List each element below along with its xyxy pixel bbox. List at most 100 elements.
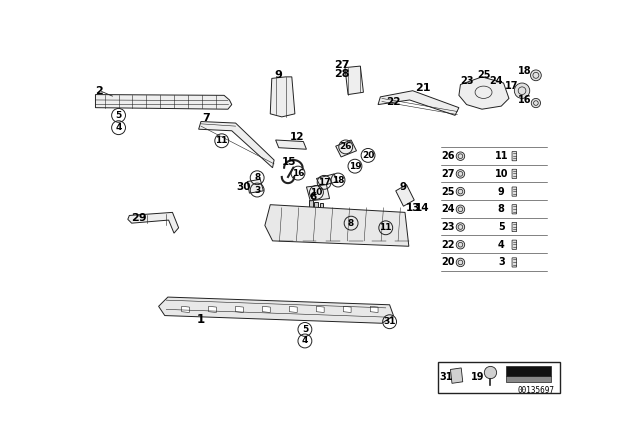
- Bar: [506, 366, 550, 375]
- Polygon shape: [182, 306, 189, 313]
- Polygon shape: [128, 212, 179, 233]
- Text: 20: 20: [362, 151, 374, 160]
- Text: 3: 3: [498, 258, 504, 267]
- Bar: [506, 375, 550, 382]
- Polygon shape: [396, 185, 414, 206]
- Polygon shape: [247, 179, 263, 193]
- Text: 26: 26: [442, 151, 455, 161]
- Polygon shape: [236, 306, 243, 313]
- Text: 14: 14: [415, 203, 429, 213]
- Text: 1: 1: [197, 313, 205, 326]
- Text: 16: 16: [518, 95, 531, 105]
- Text: 10: 10: [495, 169, 508, 179]
- Text: 23: 23: [460, 77, 474, 86]
- FancyBboxPatch shape: [512, 205, 516, 214]
- Text: 4: 4: [115, 123, 122, 132]
- Bar: [438, 362, 560, 392]
- Text: 8: 8: [348, 219, 354, 228]
- Text: 4: 4: [301, 336, 308, 345]
- FancyBboxPatch shape: [512, 187, 516, 196]
- Polygon shape: [371, 306, 378, 313]
- Polygon shape: [378, 91, 459, 116]
- Text: 7: 7: [202, 113, 210, 124]
- Text: 9: 9: [400, 182, 407, 192]
- Polygon shape: [319, 203, 323, 220]
- Text: 8: 8: [498, 204, 505, 214]
- Text: 13: 13: [406, 203, 420, 213]
- Text: 25: 25: [442, 186, 455, 197]
- Text: 28: 28: [334, 69, 349, 79]
- Text: 18: 18: [332, 176, 344, 185]
- Text: 00135697: 00135697: [517, 386, 554, 395]
- Text: 23: 23: [442, 222, 455, 232]
- Polygon shape: [276, 140, 307, 149]
- FancyBboxPatch shape: [512, 222, 516, 232]
- Text: 31: 31: [383, 317, 396, 326]
- Polygon shape: [316, 174, 337, 186]
- Polygon shape: [262, 306, 270, 313]
- Polygon shape: [307, 185, 330, 201]
- Text: 17: 17: [504, 81, 518, 91]
- Circle shape: [484, 366, 497, 379]
- Text: 11: 11: [380, 223, 392, 232]
- Circle shape: [456, 205, 465, 214]
- Text: 6: 6: [309, 192, 316, 202]
- Text: 3: 3: [254, 185, 260, 194]
- Text: 20: 20: [442, 258, 455, 267]
- Text: 30: 30: [236, 182, 250, 192]
- Polygon shape: [344, 306, 351, 313]
- Text: 9: 9: [498, 186, 504, 197]
- Text: 22: 22: [442, 240, 455, 250]
- Text: 2: 2: [95, 86, 102, 96]
- Circle shape: [456, 223, 465, 231]
- Text: 11: 11: [495, 151, 508, 161]
- Text: 27: 27: [334, 60, 349, 69]
- Text: 11: 11: [216, 136, 228, 145]
- FancyBboxPatch shape: [512, 258, 516, 267]
- Text: 5: 5: [115, 111, 122, 120]
- Circle shape: [456, 152, 465, 160]
- Polygon shape: [289, 306, 297, 313]
- Text: 24: 24: [489, 77, 502, 86]
- Polygon shape: [270, 77, 295, 117]
- Text: 24: 24: [442, 204, 455, 214]
- Text: 9: 9: [274, 70, 282, 80]
- Text: 16: 16: [292, 168, 304, 177]
- Text: 27: 27: [442, 169, 455, 179]
- Text: 4: 4: [498, 240, 504, 250]
- Text: 12: 12: [290, 132, 305, 142]
- Polygon shape: [265, 205, 409, 246]
- Text: 21: 21: [415, 83, 431, 94]
- Circle shape: [456, 187, 465, 196]
- Circle shape: [456, 258, 465, 267]
- Circle shape: [456, 170, 465, 178]
- Text: 15: 15: [282, 157, 297, 168]
- Polygon shape: [159, 297, 394, 323]
- Circle shape: [515, 83, 530, 99]
- Polygon shape: [209, 306, 216, 313]
- Text: 29: 29: [132, 213, 147, 223]
- Text: 10: 10: [310, 188, 323, 197]
- Text: 5: 5: [302, 325, 308, 334]
- FancyBboxPatch shape: [512, 151, 516, 161]
- Text: 19: 19: [349, 162, 361, 171]
- Text: 18: 18: [518, 66, 531, 76]
- Polygon shape: [95, 95, 232, 109]
- Circle shape: [531, 70, 541, 81]
- Text: 26: 26: [339, 142, 352, 151]
- Polygon shape: [198, 121, 274, 168]
- FancyBboxPatch shape: [512, 169, 516, 178]
- Text: 31: 31: [439, 372, 452, 382]
- Polygon shape: [459, 77, 509, 109]
- Text: 19: 19: [472, 372, 485, 382]
- Circle shape: [456, 241, 465, 249]
- FancyBboxPatch shape: [512, 240, 516, 250]
- Text: 17: 17: [318, 178, 330, 187]
- Polygon shape: [451, 368, 463, 383]
- Text: 25: 25: [477, 70, 490, 80]
- Text: 8: 8: [254, 173, 260, 182]
- Polygon shape: [316, 306, 324, 313]
- Text: 5: 5: [498, 222, 504, 232]
- Polygon shape: [336, 140, 356, 157]
- Circle shape: [531, 99, 541, 108]
